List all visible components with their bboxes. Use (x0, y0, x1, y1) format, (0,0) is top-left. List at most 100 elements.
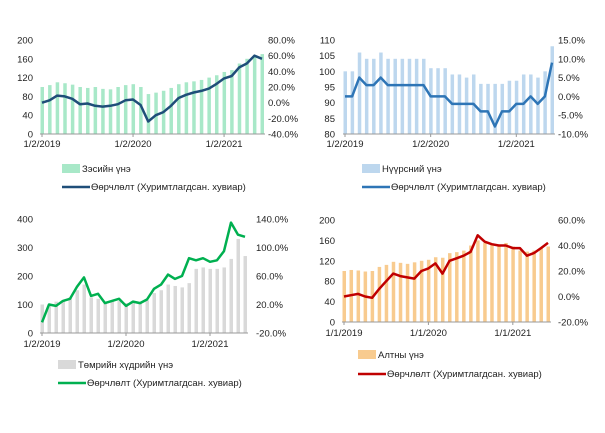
price-bar (529, 74, 533, 134)
left-tick-label: 0 (28, 130, 33, 141)
left-tick-label: 0 (330, 318, 335, 329)
x-tick-label: 1/2/2019 (327, 139, 364, 150)
cumulative-change-line (345, 62, 554, 128)
price-bar (511, 246, 515, 322)
price-bar (414, 58, 419, 134)
x-tick-label: 1/2/2019 (24, 139, 61, 150)
price-bar (245, 58, 249, 134)
price-bar (63, 83, 67, 134)
price-bar (391, 261, 396, 322)
price-bar (101, 88, 105, 134)
price-bar (201, 267, 205, 333)
price-bar (518, 250, 522, 322)
price-bar (546, 246, 550, 322)
price-bar (96, 298, 100, 333)
price-bar (78, 87, 82, 134)
price-bar (448, 253, 452, 322)
left-tick-label: 160 (17, 54, 33, 65)
price-bar (464, 77, 469, 134)
price-bar (154, 92, 158, 134)
legend-bar-swatch (362, 164, 380, 173)
price-bar (187, 283, 191, 333)
price-bar (145, 300, 149, 333)
right-tick-label: -20.0% (268, 114, 299, 125)
legend-bar-swatch (358, 350, 376, 359)
cumulative-change-line (343, 234, 549, 300)
right-tick-label: 60.0% (558, 216, 585, 227)
legend-bar-label: Алтны үнэ (378, 350, 424, 361)
price-bar (514, 80, 519, 134)
x-tick-label: 1/2/2019 (24, 339, 61, 350)
legend-bar-swatch (58, 360, 76, 369)
left-tick-label: 80 (22, 92, 33, 103)
price-bar (236, 238, 240, 333)
price-bar (40, 87, 44, 134)
iron-ore-chart: 0 100 200 300 400 -20.0% 20.0% 60.0% 100.0% 140.0… (17, 215, 289, 390)
price-bar (543, 71, 547, 134)
right-tick-label: 40.0% (268, 67, 295, 78)
price-bar (152, 293, 156, 333)
right-tick-label: 140.0% (256, 215, 289, 226)
price-bar (412, 262, 417, 322)
left-tick-label: 120 (319, 256, 335, 267)
price-bar (229, 258, 233, 333)
price-bar (55, 82, 60, 134)
price-bar (180, 287, 184, 333)
price-bar (493, 83, 497, 134)
price-bar (379, 52, 383, 134)
price-bar (252, 56, 257, 135)
left-tick-label: 0 (28, 329, 33, 340)
price-bar (443, 68, 447, 134)
left-tick-label: 100 (17, 300, 33, 311)
price-bar (386, 58, 390, 134)
price-bar (89, 297, 93, 333)
price-bar (159, 290, 163, 333)
price-bar (117, 301, 121, 333)
left-tick-label: 200 (319, 216, 335, 227)
left-tick-label: 40 (324, 297, 335, 308)
price-bar (398, 262, 403, 322)
price-bar (462, 250, 466, 322)
price-bar (194, 268, 198, 333)
price-bar (486, 83, 490, 134)
price-bar (54, 301, 58, 333)
right-tick-label: 20.0% (268, 83, 295, 94)
left-tick-label: 95 (324, 83, 335, 94)
price-bar (357, 52, 362, 134)
right-tick-label: 10.0% (558, 54, 585, 65)
price-bar (68, 297, 72, 333)
price-bar (507, 80, 512, 134)
price-bar (243, 256, 247, 333)
price-bar (47, 305, 51, 333)
right-tick-label: 0.0% (558, 92, 580, 103)
price-bar (377, 266, 382, 322)
legend-line-label: Өөрчлөлт (Хуримтлагдсан. хувиар) (91, 182, 246, 193)
price-bar (48, 85, 52, 134)
cumulative-change-line (41, 54, 263, 123)
right-tick-label: -5.0% (558, 111, 583, 122)
price-bar (177, 84, 181, 134)
price-bar (138, 303, 142, 333)
legend-line-label: Өөрчлөлт (Хуримтлагдсан. хувиар) (387, 369, 542, 380)
price-bar (184, 82, 189, 134)
x-tick-label: 1/2/2021 (206, 139, 243, 150)
price-bar (483, 242, 487, 322)
x-tick-label: 1/1/2021 (494, 328, 531, 339)
price-bar (123, 85, 128, 134)
price-bar (260, 54, 264, 134)
price-bar (208, 268, 212, 333)
price-bar (222, 71, 227, 134)
price-bar (525, 251, 529, 322)
price-bar (405, 263, 410, 322)
price-bar (539, 248, 543, 322)
left-tick-label: 80 (324, 277, 335, 288)
price-bar (86, 87, 90, 134)
price-bar (169, 87, 173, 134)
gold-chart: 0 40 80 120 160 200 -20.0% 0.0% 20.0% 40.0% 60.0% 1… (319, 216, 589, 381)
price-bar (400, 58, 405, 134)
right-tick-label: 15.0% (558, 36, 585, 47)
cumulative-change-line (40, 221, 246, 323)
price-bar (75, 290, 79, 333)
price-bar (230, 70, 234, 134)
